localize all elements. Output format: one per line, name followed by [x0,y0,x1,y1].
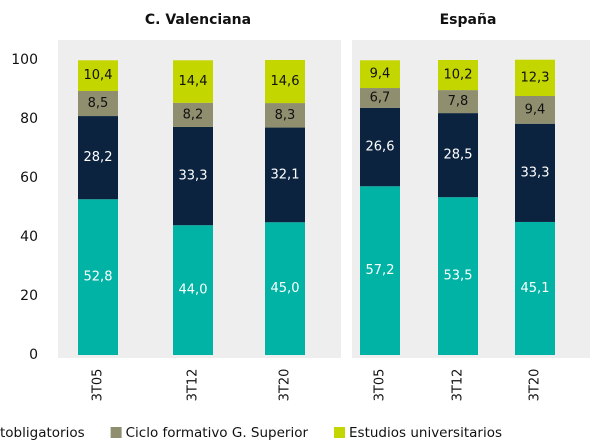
bar-segment [515,59,555,96]
data-label: 14,6 [271,74,300,89]
x-tick-label: 3T05 [373,369,388,402]
bar-segment [265,127,305,223]
bar-segment [173,225,213,355]
data-label: 9,4 [525,102,546,117]
legend-swatch [110,427,122,438]
y-tick-label: 20 [20,288,38,304]
data-label: 33,3 [179,169,208,184]
data-label: 8,5 [88,96,109,111]
bar-segment [515,123,555,222]
chart-title: C. Valenciana [145,12,251,28]
legend-label: Ciclo formativo G. Superior [126,425,309,441]
data-label: 26,6 [366,140,395,155]
data-label: 28,5 [444,148,473,163]
x-tick-label: 3T12 [186,369,201,402]
bar-segment [265,222,305,355]
data-label: 53,5 [444,269,473,284]
x-tick-label: 3T12 [451,369,466,402]
bar-segment [360,186,400,355]
bar-segment [438,197,478,355]
bar-segment [515,221,555,355]
bar-segment [78,60,118,91]
legend-label: Estudios universitarios [349,425,502,441]
data-label: 7,8 [448,94,469,109]
bar-segment [173,60,213,103]
legend-swatch [334,427,346,438]
legend-label: tobligatorios [0,425,85,441]
data-label: 6,7 [370,90,391,105]
chart-title: España [440,12,497,28]
data-label: 14,4 [179,74,208,89]
data-label: 12,3 [521,70,550,85]
bar-segment [265,103,305,128]
bar-segment [78,116,118,200]
y-tick-label: 60 [20,170,38,186]
data-label: 45,0 [271,281,300,296]
y-tick-label: 100 [11,52,38,68]
bar-segment [78,90,118,117]
bar-segment [360,107,400,187]
bar-segment [438,90,478,114]
data-label: 33,3 [521,165,550,180]
bar-segment [173,102,213,127]
data-label: 32,1 [271,167,300,182]
y-tick-label: 80 [20,111,38,127]
x-tick-label: 3T20 [528,369,543,402]
data-label: 10,4 [84,68,113,83]
data-label: 10,2 [444,68,473,83]
data-label: 8,2 [183,107,204,122]
data-label: 57,2 [366,263,395,278]
y-tick-label: 0 [29,347,38,363]
bar-segment [438,113,478,198]
bar-segment [360,60,400,89]
data-label: 9,4 [370,67,391,82]
data-label: 45,1 [521,281,550,296]
bar-segment [78,199,118,355]
bar-segment [438,60,478,91]
data-label: 44,0 [179,283,208,298]
bar-segment [173,126,213,226]
bar-segment [360,88,400,108]
bar-segment [515,95,555,124]
data-label: 28,2 [84,150,113,165]
data-label: 8,3 [275,108,296,123]
x-tick-label: 3T05 [91,369,106,402]
bar-segment [265,60,305,104]
x-tick-label: 3T20 [278,369,293,402]
data-label: 52,8 [84,270,113,285]
y-tick-label: 40 [20,229,38,245]
